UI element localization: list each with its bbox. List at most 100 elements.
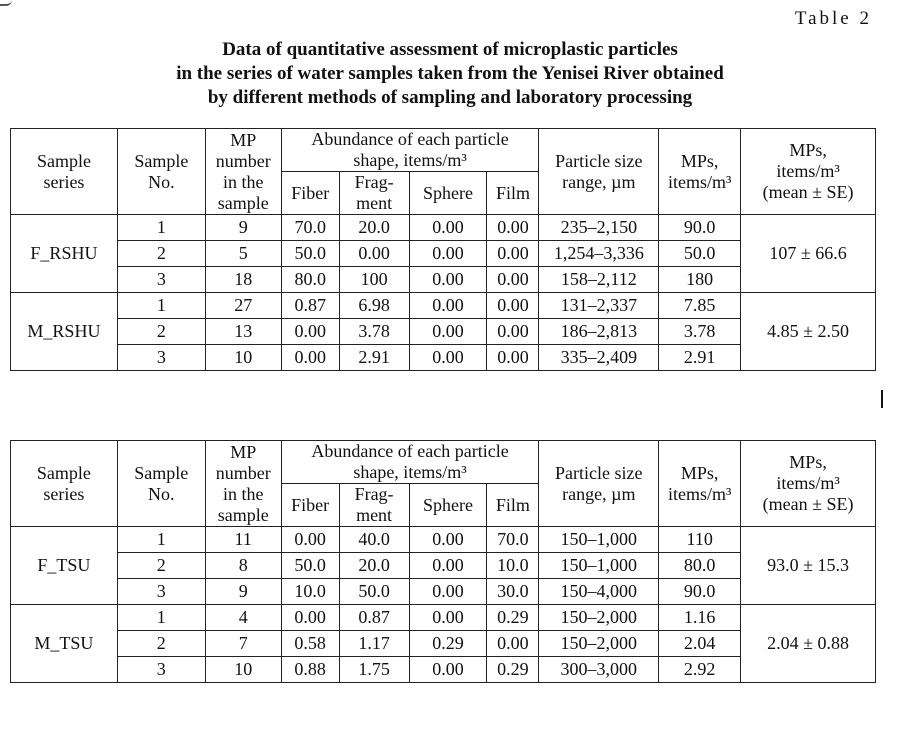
sample-no-cell: 1 xyxy=(116,292,206,319)
fragment-cell: 1.17 xyxy=(338,630,410,657)
sample-no-cell: 3 xyxy=(116,578,206,605)
size-range-cell: 158–2,112 xyxy=(538,266,660,293)
sphere-cell: 0.00 xyxy=(408,266,488,293)
sphere-cell: 0.00 xyxy=(408,214,488,241)
caption-line: Data of quantitative assessment of micro… xyxy=(222,39,678,60)
fiber-cell: 50.0 xyxy=(280,240,340,267)
table-row: 2 5 50.0 0.00 0.00 0.00 1,254–3,336 50.0 xyxy=(11,240,876,267)
header-fragment: Frag-ment xyxy=(338,171,410,215)
film-cell: 0.00 xyxy=(486,240,540,267)
film-cell: 0.00 xyxy=(486,318,540,345)
mps-cell: 2.91 xyxy=(658,344,742,371)
mps-cell: 90.0 xyxy=(658,214,742,241)
film-cell: 0.00 xyxy=(486,266,540,293)
header-mp-number: MP number in the sample xyxy=(204,128,282,215)
mp-number-cell: 10 xyxy=(204,344,282,371)
page-corner-mark xyxy=(0,0,12,6)
table-row: F_TSU 1 11 0.00 40.0 0.00 70.0 150–1,000… xyxy=(10,526,876,605)
header-film: Film xyxy=(486,171,540,215)
size-range-cell: 150–1,000 xyxy=(538,552,660,579)
header-fragment: Frag-ment xyxy=(338,483,410,527)
header-sample-no: Sample No. xyxy=(116,128,206,215)
mp-number-cell: 18 xyxy=(204,266,282,293)
mp-number-cell: 5 xyxy=(204,240,282,267)
size-range-cell: 235–2,150 xyxy=(538,214,660,241)
table-row: M_TSU 1 4 0.00 0.87 0.00 0.29 150–2,000 … xyxy=(10,604,876,683)
header-size-range: Particle size range, µm xyxy=(538,128,660,215)
mean-se-cell: 93.0 ± 15.3 xyxy=(740,526,876,605)
size-range-cell: 300–3,000 xyxy=(538,656,660,683)
film-cell: 10.0 xyxy=(486,552,540,579)
sphere-cell: 0.00 xyxy=(408,240,488,267)
data-table-tsu: Sample series Sample No. MP number in the sam… xyxy=(10,440,876,683)
sample-no-cell: 1 xyxy=(116,604,206,631)
fragment-cell: 100 xyxy=(338,266,410,293)
caption-line: by different methods of sampling and lab… xyxy=(207,87,693,108)
table-row: F_RSHU 1 9 70.0 20.0 0.00 0.00 235–2,150… xyxy=(10,214,876,293)
mps-cell: 90.0 xyxy=(658,578,742,605)
fragment-cell: 0.00 xyxy=(338,240,410,267)
mps-cell: 80.0 xyxy=(658,552,742,579)
fiber-cell: 0.00 xyxy=(280,344,340,371)
film-cell: 70.0 xyxy=(486,526,540,553)
mp-number-cell: 27 xyxy=(204,292,282,319)
fiber-cell: 0.58 xyxy=(280,630,340,657)
mp-number-cell: 9 xyxy=(204,214,282,241)
mp-number-cell: 8 xyxy=(204,552,282,579)
table-row: 3 10 0.88 1.75 0.00 0.29 300–3,000 2.92 xyxy=(11,656,876,683)
mps-cell: 1.16 xyxy=(658,604,742,631)
header-sample-series: Sample series xyxy=(10,128,118,215)
mps-cell: 2.04 xyxy=(658,630,742,657)
film-cell: 0.00 xyxy=(486,344,540,371)
header-mps-mean: MPs, items/m³ (mean ± SE) xyxy=(740,128,876,215)
header-mps: MPs, items/m³ xyxy=(658,440,742,527)
fragment-cell: 20.0 xyxy=(338,214,410,241)
sphere-cell: 0.29 xyxy=(408,630,488,657)
mp-number-cell: 11 xyxy=(204,526,282,553)
sample-no-cell: 2 xyxy=(116,318,206,345)
header-size-range: Particle size range, µm xyxy=(538,440,660,527)
sphere-cell: 0.00 xyxy=(408,292,488,319)
fragment-cell: 40.0 xyxy=(338,526,410,553)
table-row: 2 13 0.00 3.78 0.00 0.00 186–2,813 3.78 xyxy=(11,318,876,345)
table-row: 3 9 10.0 50.0 0.00 30.0 150–4,000 90.0 xyxy=(11,578,876,605)
fragment-cell: 20.0 xyxy=(338,552,410,579)
mps-cell: 7.85 xyxy=(658,292,742,319)
fragment-cell: 3.78 xyxy=(338,318,410,345)
header-film: Film xyxy=(486,483,540,527)
film-cell: 30.0 xyxy=(486,578,540,605)
header-mps-mean: MPs, items/m³ (mean ± SE) xyxy=(740,440,876,527)
size-range-cell: 150–2,000 xyxy=(538,630,660,657)
header-sphere: Sphere xyxy=(408,171,488,215)
sphere-cell: 0.00 xyxy=(408,604,488,631)
sample-no-cell: 1 xyxy=(116,214,206,241)
film-cell: 0.00 xyxy=(486,292,540,319)
sphere-cell: 0.00 xyxy=(408,318,488,345)
sphere-cell: 0.00 xyxy=(408,344,488,371)
header-sample-series: Sample series xyxy=(10,440,118,527)
sample-no-cell: 2 xyxy=(116,630,206,657)
sphere-cell: 0.00 xyxy=(408,656,488,683)
header-fiber: Fiber xyxy=(280,171,340,215)
mean-se-cell: 2.04 ± 0.88 xyxy=(740,604,876,683)
size-range-cell: 1,254–3,336 xyxy=(538,240,660,267)
fragment-cell: 0.87 xyxy=(338,604,410,631)
stray-mark xyxy=(881,390,883,408)
series-cell: F_TSU xyxy=(10,526,118,605)
fiber-cell: 0.88 xyxy=(280,656,340,683)
size-range-cell: 131–2,337 xyxy=(538,292,660,319)
mp-number-cell: 4 xyxy=(204,604,282,631)
sample-no-cell: 3 xyxy=(116,344,206,371)
fiber-cell: 70.0 xyxy=(280,214,340,241)
caption-line: in the series of water samples taken fro… xyxy=(176,63,724,84)
mp-number-cell: 10 xyxy=(204,656,282,683)
series-cell: F_RSHU xyxy=(10,214,118,293)
header-mp-number: MP number in the sample xyxy=(204,440,282,527)
film-cell: 0.29 xyxy=(486,656,540,683)
table-row: M_RSHU 1 27 0.87 6.98 0.00 0.00 131–2,33… xyxy=(10,292,876,371)
sample-no-cell: 3 xyxy=(116,656,206,683)
header-mps: MPs, items/m³ xyxy=(658,128,742,215)
mp-number-cell: 9 xyxy=(204,578,282,605)
film-cell: 0.00 xyxy=(486,214,540,241)
header-sphere: Sphere xyxy=(408,483,488,527)
